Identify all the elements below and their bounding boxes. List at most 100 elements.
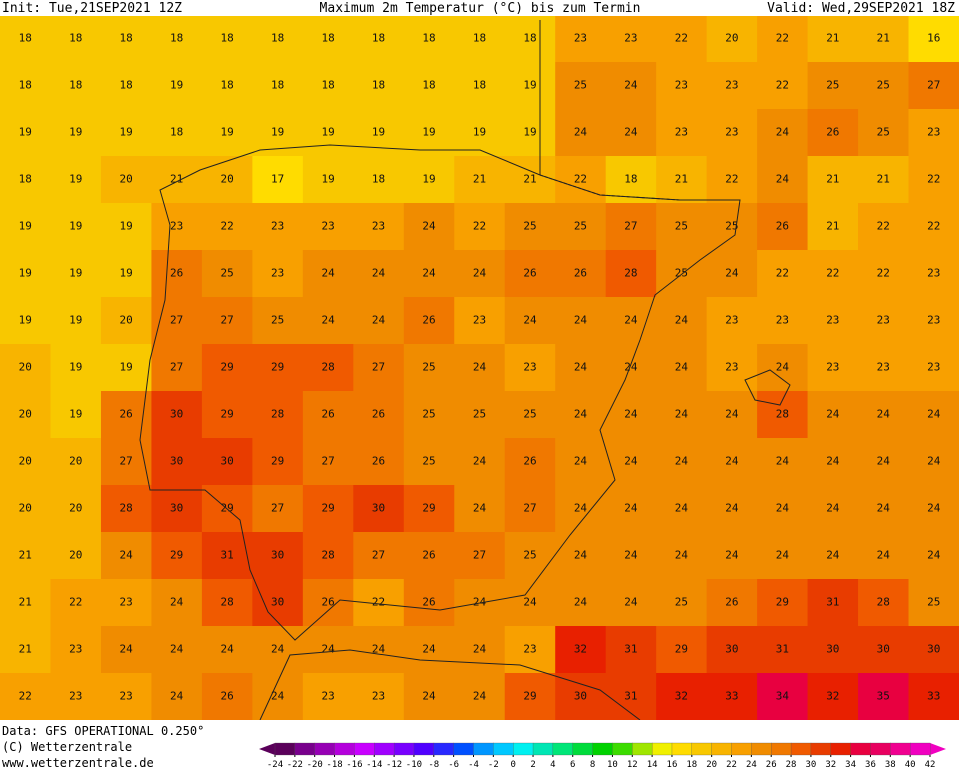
temperature-cell — [252, 532, 304, 580]
temperature-cell — [656, 297, 708, 345]
temperature-value: 25 — [271, 314, 284, 327]
temperature-value: 25 — [523, 220, 536, 233]
temperature-value: 30 — [170, 502, 183, 515]
colorbar-label: -8 — [428, 760, 439, 770]
temperature-cell — [605, 579, 657, 627]
colorbar-label: 10 — [607, 760, 618, 770]
temperature-cell — [302, 344, 354, 392]
temperature-cell — [100, 438, 152, 486]
colorbar-swatch — [632, 742, 653, 756]
temperature-value: 25 — [422, 408, 435, 421]
temperature-cell — [403, 203, 455, 251]
temperature-cell — [151, 62, 203, 110]
temperature-cell — [454, 532, 506, 580]
temperature-cell — [100, 532, 152, 580]
temperature-cell — [151, 203, 203, 251]
temperature-cell — [858, 15, 910, 63]
temperature-value: 22 — [69, 596, 82, 609]
temperature-cell — [353, 15, 405, 63]
temperature-cell — [151, 156, 203, 204]
temperature-cell — [0, 109, 51, 157]
temperature-value: 19 — [19, 314, 32, 327]
temperature-cell — [403, 109, 455, 157]
temperature-value: 24 — [624, 126, 638, 139]
colorbar-swatch — [552, 742, 574, 756]
temperature-cell — [555, 673, 607, 721]
temperature-cell — [605, 15, 657, 63]
temperature-value: 18 — [19, 79, 32, 92]
temperature-cell — [302, 532, 354, 580]
temperature-cell — [454, 62, 506, 110]
temperature-value: 24 — [422, 267, 436, 280]
temperature-value: 24 — [321, 643, 335, 656]
temperature-cell — [0, 626, 51, 674]
colorbar-swatch — [374, 742, 395, 756]
temperature-value: 19 — [473, 126, 486, 139]
temperature-cell — [656, 109, 708, 157]
temperature-cell — [706, 15, 758, 63]
temperature-cell — [302, 391, 354, 439]
temperature-value: 18 — [422, 79, 435, 92]
colorbar-label: 38 — [885, 760, 896, 770]
temperature-value: 30 — [372, 502, 385, 515]
temperature-value: 23 — [927, 267, 940, 280]
temperature-value: 30 — [826, 643, 839, 656]
colorbar-label: 0 — [510, 760, 515, 770]
temperature-value: 20 — [69, 455, 82, 468]
temperature-value: 18 — [624, 173, 637, 186]
temperature-value: 28 — [877, 596, 890, 609]
temperature-value: 23 — [877, 314, 890, 327]
colorbar-label: 42 — [925, 760, 936, 770]
temperature-value: 22 — [19, 690, 32, 703]
colorbar: -24 -22 -20 -18 -16 -14 -12 -10 -8 -6 -4 -2 0 2 4 6 8 10 1… — [259, 742, 946, 770]
temperature-cell — [0, 156, 51, 204]
temperature-value: 20 — [725, 32, 738, 45]
temperature-cell — [807, 62, 859, 110]
temperature-cell — [858, 250, 910, 298]
temperature-cell — [656, 532, 708, 580]
header-band — [0, 0, 959, 16]
temperature-value: 27 — [372, 361, 385, 374]
temperature-cell — [858, 344, 910, 392]
temperature-value: 24 — [624, 79, 638, 92]
temperature-value: 26 — [221, 690, 234, 703]
temperature-cell — [858, 532, 910, 580]
temperature-value: 24 — [776, 361, 790, 374]
temperature-value: 18 — [523, 32, 536, 45]
temperature-cell — [353, 438, 405, 486]
temperature-cell — [757, 532, 809, 580]
temperature-cell — [151, 15, 203, 63]
temperature-value: 18 — [473, 32, 486, 45]
temperature-value: 22 — [221, 220, 234, 233]
temperature-cell — [252, 485, 304, 533]
temperature-cell — [151, 673, 203, 721]
temperature-value: 24 — [624, 549, 638, 562]
temperature-value: 23 — [725, 79, 738, 92]
temperature-value: 24 — [271, 643, 285, 656]
temperature-value: 22 — [675, 32, 688, 45]
temperature-value: 24 — [321, 314, 335, 327]
temperature-value: 24 — [372, 314, 386, 327]
temperature-cell — [403, 626, 455, 674]
temperature-cell — [50, 62, 102, 110]
colorbar-swatch — [711, 742, 732, 756]
temperature-cell — [50, 485, 102, 533]
temperature-cell — [757, 673, 809, 721]
temperature-value: 19 — [120, 220, 133, 233]
temperature-value: 25 — [574, 79, 587, 92]
temperature-value: 23 — [170, 220, 183, 233]
temperature-value: 19 — [422, 126, 435, 139]
temperature-value: 31 — [826, 596, 839, 609]
temperature-cell — [504, 62, 556, 110]
temperature-value: 20 — [19, 408, 32, 421]
colorbar-swatch — [572, 742, 594, 756]
temperature-value: 27 — [473, 549, 486, 562]
temperature-value: 26 — [372, 408, 385, 421]
temperature-cell — [656, 626, 708, 674]
temperature-cell — [908, 62, 959, 110]
temperature-value: 28 — [221, 596, 234, 609]
colorbar-label: -4 — [468, 760, 479, 770]
colorbar-swatch — [354, 742, 375, 756]
temperature-cell — [706, 297, 758, 345]
temperature-cell — [201, 626, 253, 674]
